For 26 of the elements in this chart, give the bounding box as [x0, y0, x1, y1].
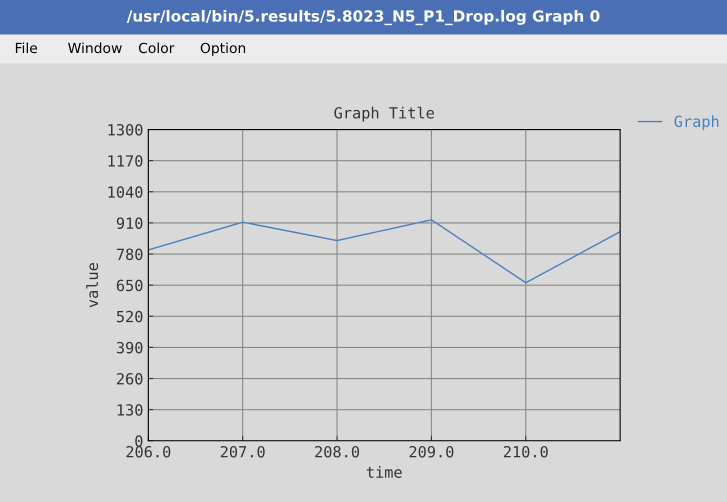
line-series: [148, 219, 620, 284]
y-tick-label: 390: [116, 342, 142, 354]
y-tick-label: 1170: [108, 155, 142, 167]
text: Window: [68, 42, 122, 54]
text: Option: [200, 42, 246, 56]
y-tick-label: 520: [116, 310, 142, 322]
y-axis-title: value: [86, 263, 98, 308]
y-tick-label: 1040: [108, 186, 142, 198]
x-tick-label: 209.0: [410, 446, 454, 458]
y-tick-label: 910: [116, 217, 142, 229]
text: /usr/local/bin/5.results/5.8023_N5_P1_Drop.log Graph 0: [126, 10, 600, 26]
y-tick-label: 130: [118, 404, 142, 416]
text: Color: [138, 42, 174, 54]
x-axis-title: time: [366, 466, 402, 478]
chart-title: Graph Title: [334, 106, 434, 122]
x-tick-label: 210.0: [504, 446, 548, 458]
legend-label: Graph: [674, 115, 718, 130]
y-tick-label: 0: [135, 435, 142, 447]
y-tick-label: 1300: [108, 124, 142, 136]
x-tick-label: 208.0: [315, 446, 360, 458]
x-tick-label: 206.0: [126, 446, 170, 458]
y-tick-label: 260: [116, 373, 142, 385]
x-tick-label: 207.0: [220, 446, 265, 458]
y-tick-label: 650: [116, 280, 142, 292]
y-tick-label: 780: [116, 248, 142, 260]
text: File: [16, 42, 38, 54]
